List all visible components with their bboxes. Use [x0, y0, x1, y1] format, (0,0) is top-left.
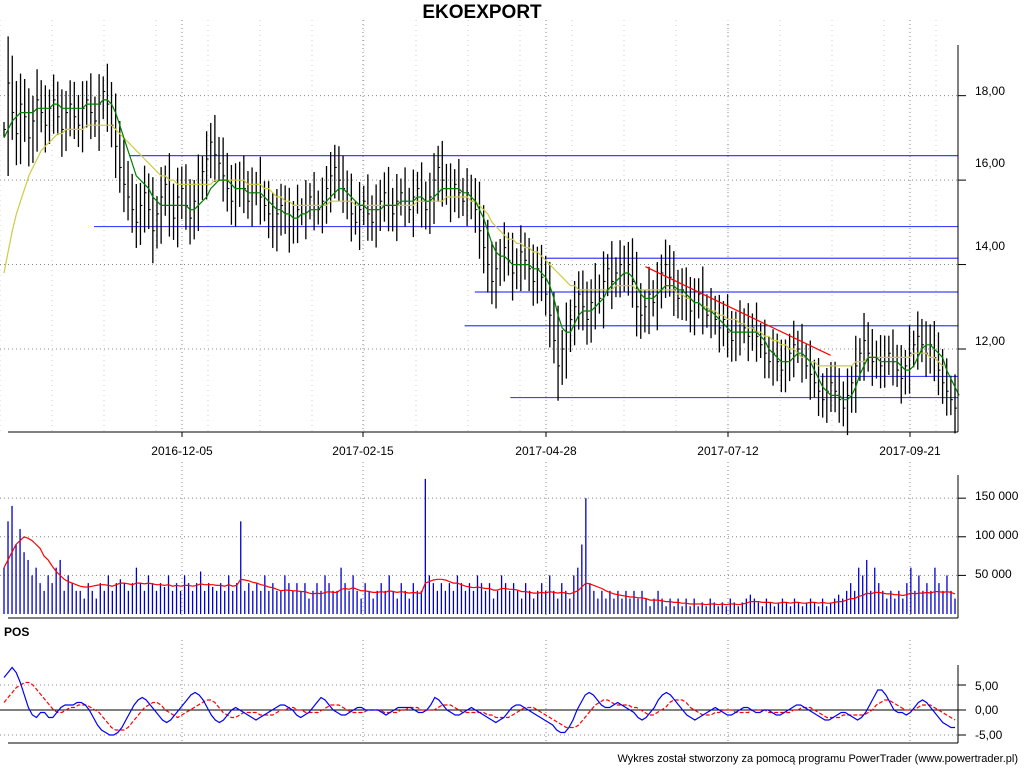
pos-panel: POS 5,00 0,00 -5,00 — [0, 625, 1003, 744]
volume-panel: 150 000 100 000 50 000 — [0, 462, 1019, 619]
support-resistance-lines — [94, 155, 958, 399]
volume-y-tick: 100 000 — [975, 528, 1019, 542]
volume-average — [3, 536, 956, 606]
moving-average-long — [3, 124, 944, 367]
pos-y-tick: 0,00 — [975, 703, 999, 717]
volume-average-line — [3, 536, 956, 606]
trendline-red — [645, 266, 831, 356]
x-tick-label: 2017-04-28 — [515, 444, 577, 458]
pos-line — [3, 666, 955, 736]
pos-lines — [3, 666, 956, 736]
moving-average-short — [3, 99, 960, 401]
price-y-ticks: 18,00 16,00 14,00 12,00 — [958, 84, 1005, 350]
pos-y-tick: 5,00 — [975, 679, 999, 693]
pos-label: POS — [4, 625, 29, 639]
price-panel: 18,00 16,00 14,00 12,00 2016-12-05 2017-… — [0, 20, 1005, 458]
price-y-tick: 12,00 — [975, 334, 1005, 348]
volume-grid — [0, 462, 966, 618]
price-x-ticks: 2016-12-05 2017-02-15 2017-04-28 2017-07… — [151, 432, 941, 458]
footer-credit: Wykres został stworzony za pomocą progra… — [617, 753, 1018, 765]
volume-bars — [3, 478, 956, 614]
x-tick-label: 2017-09-21 — [879, 444, 941, 458]
pos-y-tick: -5,00 — [975, 728, 1003, 742]
x-tick-label: 2016-12-05 — [151, 444, 213, 458]
pos-grid — [0, 640, 966, 743]
volume-y-tick: 50 000 — [975, 567, 1012, 581]
x-tick-label: 2017-02-15 — [332, 444, 394, 458]
price-y-tick: 16,00 — [975, 156, 1005, 170]
x-tick-label: 2017-07-12 — [697, 444, 759, 458]
chart-title: EKOEXPORT — [422, 2, 542, 23]
price-y-tick: 18,00 — [975, 84, 1005, 98]
price-y-tick: 14,00 — [975, 239, 1005, 253]
trendline — [645, 266, 831, 356]
moving-averages — [3, 99, 960, 401]
volume-y-tick: 150 000 — [975, 489, 1019, 503]
